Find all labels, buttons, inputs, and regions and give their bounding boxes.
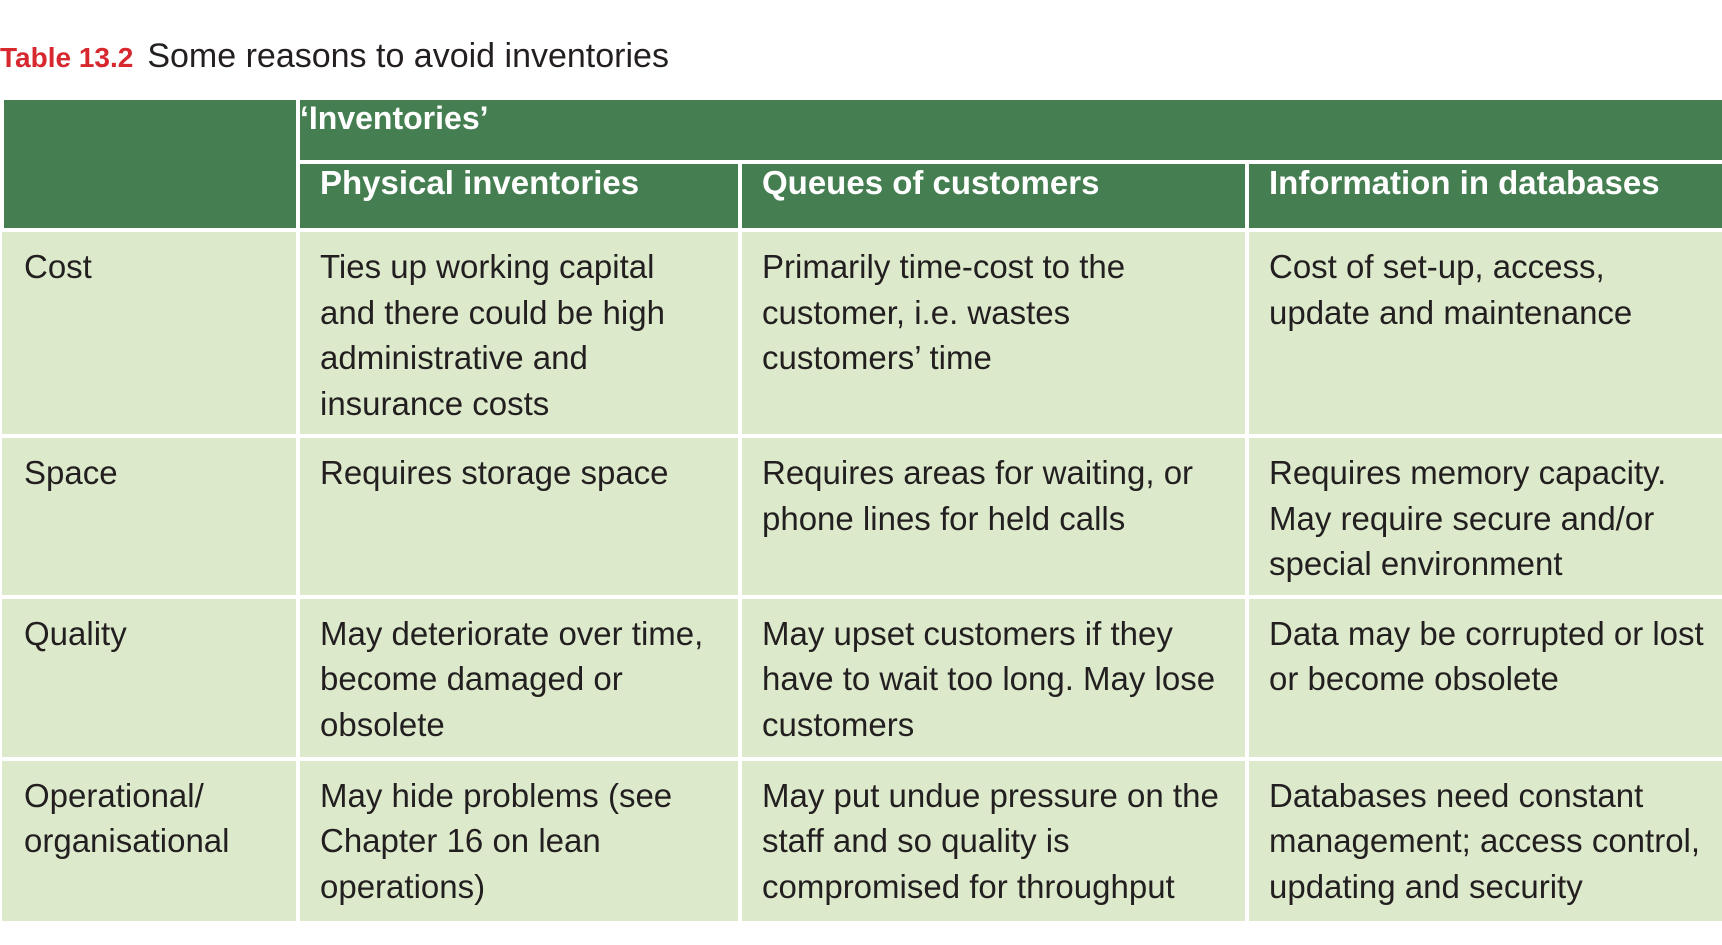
table-cell: Ties up working capital and there could …: [296, 228, 742, 438]
row-header-operational: Operational/ organisational: [2, 756, 300, 925]
row-header-quality: Quality: [2, 594, 300, 761]
table-cell: Requires areas for waiting, or phone lin…: [738, 434, 1249, 599]
inventories-table: ‘Inventories’ Physical inventories Queue…: [0, 96, 1722, 925]
group-header-inventories: ‘Inventories’: [296, 96, 1722, 164]
table-cell: Primarily time-cost to the customer, i.e…: [738, 228, 1249, 438]
table-cell: Cost of set-up, access, update and maint…: [1245, 228, 1722, 438]
table-cell: Requires memory capacity. May require se…: [1245, 434, 1722, 599]
table-number: Table 13.2: [0, 42, 134, 73]
table-column-header-row: Physical inventories Queues of customers…: [2, 160, 1722, 232]
table-group-header-row: ‘Inventories’: [0, 96, 1722, 232]
row-header-cost: Cost: [2, 228, 300, 438]
column-header-information-in-databases: Information in databases: [1245, 160, 1722, 232]
table-cell: Requires storage space: [296, 434, 742, 599]
table-cell: May deteriorate over time, become damage…: [296, 594, 742, 761]
table-caption: Table 13.2 Some reasons to avoid inventor…: [0, 36, 669, 78]
table-row-operational: Operational/ organisational May hide pro…: [2, 756, 1722, 925]
corner-header-cell: [0, 96, 300, 232]
table-cell: Databases need constant management; acce…: [1245, 756, 1722, 925]
table-cell: Data may be corrupted or lost or become …: [1245, 594, 1722, 761]
table-title: Some reasons to avoid inventories: [147, 37, 669, 75]
table-cell: May put undue pressure on the staff and …: [738, 756, 1249, 925]
column-header-physical-inventories: Physical inventories: [296, 160, 742, 232]
row-header-space: Space: [2, 434, 300, 599]
table-cell: May hide problems (see Chapter 16 on lea…: [296, 756, 742, 925]
table-cell: May upset customers if they have to wait…: [738, 594, 1249, 761]
table-row-quality: Quality May deteriorate over time, becom…: [2, 594, 1722, 761]
table-row-cost: Cost Ties up working capital and there c…: [2, 228, 1722, 438]
table-row-space: Space Requires storage space Requires ar…: [2, 434, 1722, 599]
column-header-queues-of-customers: Queues of customers: [738, 160, 1249, 232]
